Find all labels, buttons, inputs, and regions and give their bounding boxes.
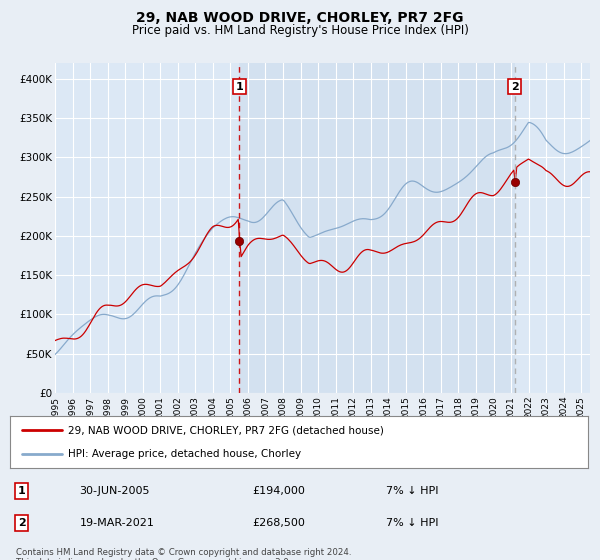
Bar xyxy=(239,63,515,393)
Text: 2: 2 xyxy=(511,82,518,92)
Text: 29, NAB WOOD DRIVE, CHORLEY, PR7 2FG: 29, NAB WOOD DRIVE, CHORLEY, PR7 2FG xyxy=(136,11,464,25)
Text: £194,000: £194,000 xyxy=(253,486,305,496)
Text: 29, NAB WOOD DRIVE, CHORLEY, PR7 2FG (detached house): 29, NAB WOOD DRIVE, CHORLEY, PR7 2FG (de… xyxy=(68,425,383,435)
Text: 19-MAR-2021: 19-MAR-2021 xyxy=(79,518,154,528)
Text: 1: 1 xyxy=(235,82,243,92)
Text: 7% ↓ HPI: 7% ↓ HPI xyxy=(386,518,438,528)
Text: 30-JUN-2005: 30-JUN-2005 xyxy=(79,486,150,496)
Text: Contains HM Land Registry data © Crown copyright and database right 2024.
This d: Contains HM Land Registry data © Crown c… xyxy=(16,548,352,560)
Text: 2: 2 xyxy=(17,518,25,528)
Text: 1: 1 xyxy=(17,486,25,496)
Text: HPI: Average price, detached house, Chorley: HPI: Average price, detached house, Chor… xyxy=(68,449,301,459)
Text: 7% ↓ HPI: 7% ↓ HPI xyxy=(386,486,438,496)
Text: Price paid vs. HM Land Registry's House Price Index (HPI): Price paid vs. HM Land Registry's House … xyxy=(131,24,469,36)
Text: £268,500: £268,500 xyxy=(253,518,305,528)
